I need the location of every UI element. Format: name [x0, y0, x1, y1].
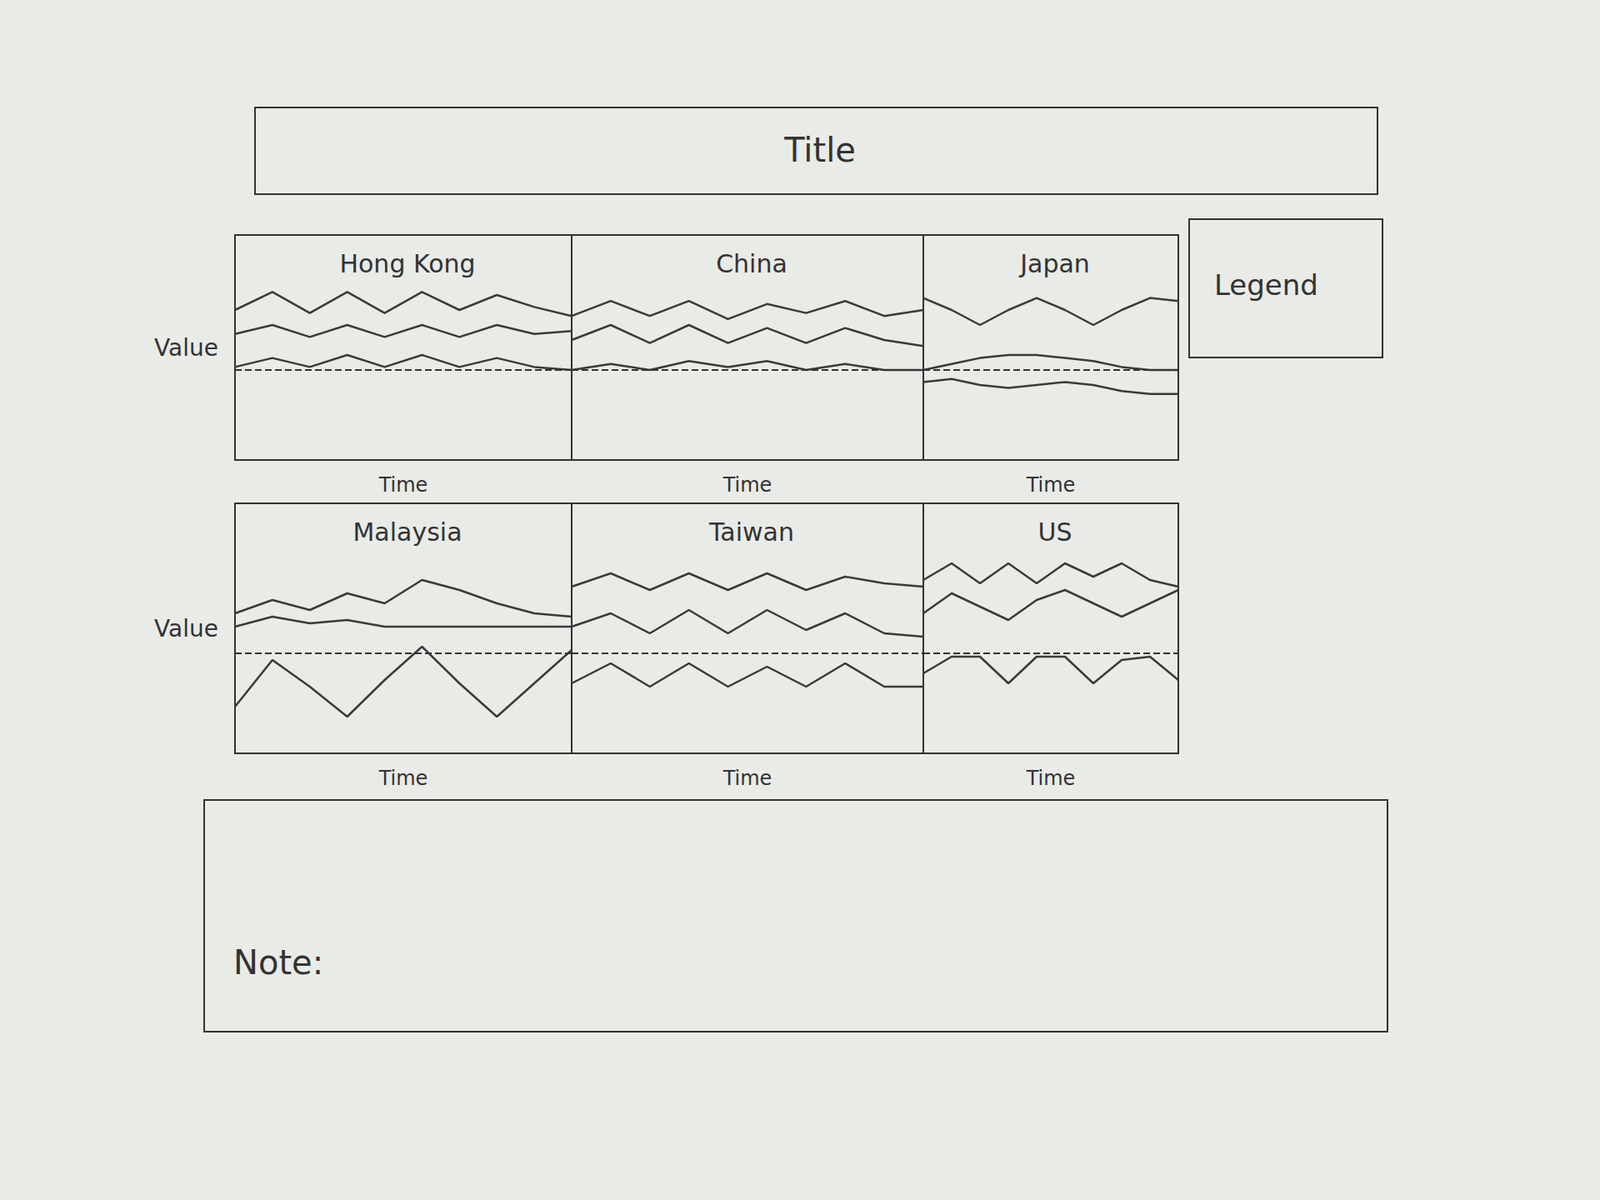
- svg-text:Value: Value: [154, 334, 219, 362]
- svg-text:Value: Value: [154, 615, 219, 643]
- svg-text:Hong Kong: Hong Kong: [339, 249, 475, 279]
- svg-text:Time: Time: [378, 766, 429, 790]
- svg-text:Title: Title: [783, 130, 856, 170]
- svg-text:Malaysia: Malaysia: [352, 517, 462, 547]
- svg-text:Japan: Japan: [1018, 249, 1090, 279]
- svg-text:Legend: Legend: [1214, 268, 1319, 302]
- svg-text:US: US: [1037, 517, 1072, 547]
- svg-text:Note:: Note:: [233, 943, 324, 982]
- svg-text:Time: Time: [1025, 473, 1076, 497]
- svg-text:Taiwan: Taiwan: [708, 517, 795, 547]
- svg-text:Time: Time: [722, 473, 773, 497]
- svg-text:China: China: [715, 249, 788, 279]
- svg-text:Time: Time: [378, 473, 429, 497]
- svg-text:Time: Time: [722, 766, 773, 790]
- svg-text:Time: Time: [1025, 766, 1076, 790]
